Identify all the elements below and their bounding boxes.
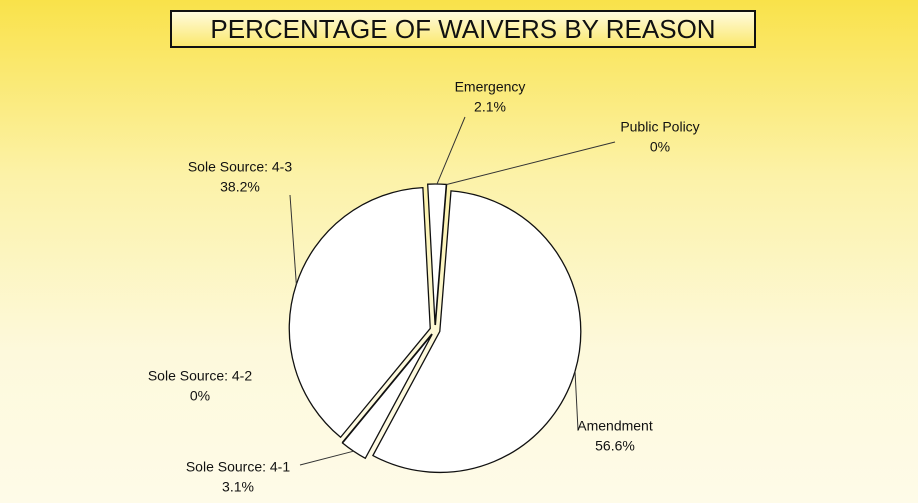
leader-line [299,450,354,466]
leader-line [289,194,297,285]
slice-label: Emergency [455,79,526,95]
slice-label: Sole Source: 4-1 [186,459,290,475]
title-box [170,10,756,48]
leader-line [446,141,616,185]
pie-slice [288,186,431,439]
slice-label: Amendment [577,418,653,434]
slice-value-label: 38.2% [220,179,260,195]
slice-value-label: 0% [650,139,670,155]
slice-label: Public Policy [620,119,699,135]
slice-value-label: 2.1% [474,99,506,115]
slice-value-label: 0% [190,388,210,404]
leader-line [574,371,579,431]
slice-label: Sole Source: 4-2 [148,368,252,384]
chart-title: PERCENTAGE OF WAIVERS BY REASON [210,14,715,44]
slice-label: Sole Source: 4-3 [188,159,292,175]
slice-value-label: 56.6% [595,438,635,454]
pie-slice [372,190,582,474]
leader-line [436,116,466,185]
slice-value-label: 3.1% [222,479,254,495]
